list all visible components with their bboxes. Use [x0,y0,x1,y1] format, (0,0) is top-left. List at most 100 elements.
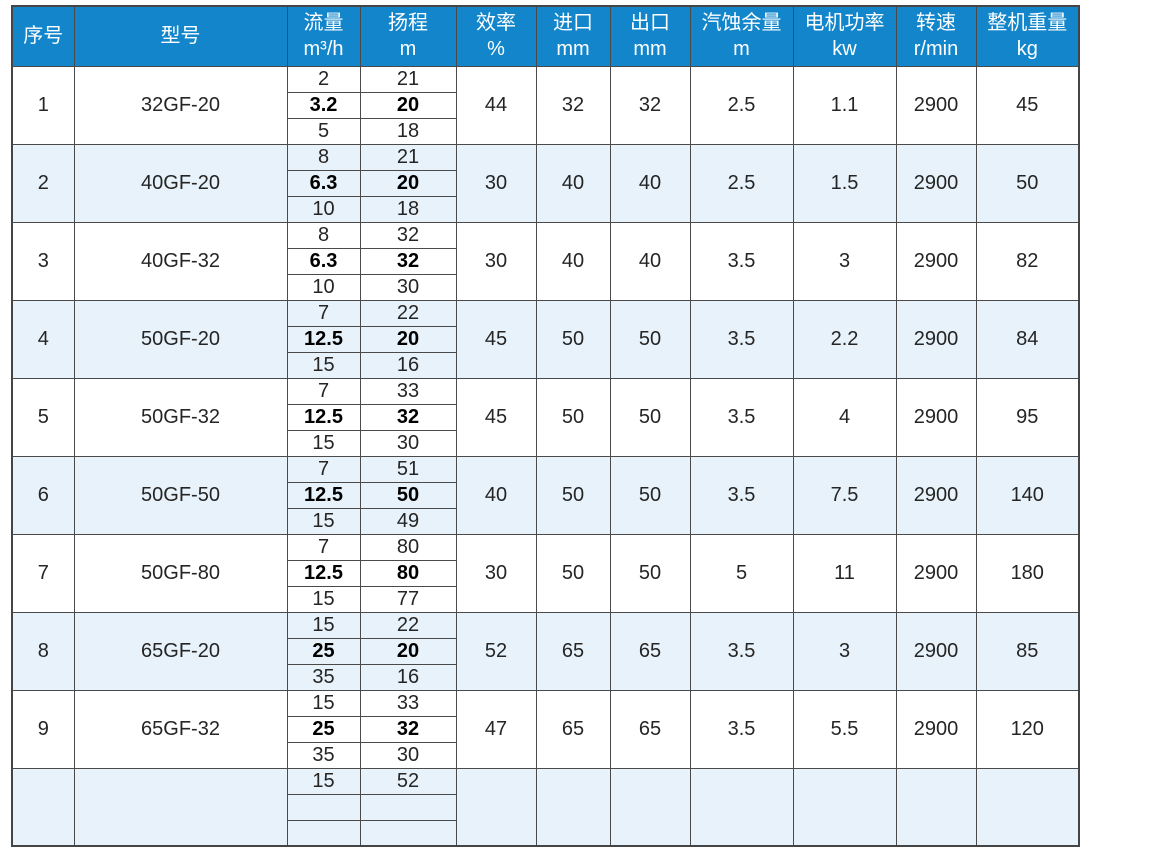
cell-head-3: 18 [359,117,457,145]
header-cell-6: 出口 mm [609,5,691,67]
cell-npsh: 5 [689,533,794,613]
cell-eff: 30 [455,533,537,613]
cell-head-2: 20 [359,325,457,353]
cell-model: 65GF-32 [73,689,288,769]
cell-outlet: 32 [609,65,691,145]
cell-flow-1: 15 [286,689,361,717]
cell-model [73,767,288,847]
row-6-sub-2: 12.5 50 [12,481,1079,509]
cell-serial: 9 [11,689,75,769]
cell-flow-1: 15 [286,767,361,795]
cell-outlet: 65 [609,611,691,691]
cell-weight: 180 [975,533,1080,613]
cell-flow-1: 2 [286,65,361,93]
row-3-sub-3: 10 30 [12,273,1079,301]
cell-power: 3 [792,221,897,301]
cell-flow-3: 35 [286,663,361,691]
row-5-sub-2: 12.5 32 [12,403,1079,431]
cell-outlet [609,767,691,847]
cell-npsh: 3.5 [689,377,794,457]
cell-inlet [535,767,611,847]
cell-eff: 52 [455,611,537,691]
cell-serial: 3 [11,221,75,301]
header-cell-5: 进口 mm [535,5,611,67]
cell-head-3: 30 [359,273,457,301]
row-1-sub-2: 3.2 20 [12,91,1079,119]
header-unit: m [399,38,417,61]
cell-eff: 30 [455,143,537,223]
cell-flow-1: 8 [286,143,361,171]
row-8-sub-2: 25 20 [12,637,1079,665]
cell-weight: 120 [975,689,1080,769]
header-label: 序号 [23,25,64,48]
cell-inlet: 40 [535,143,611,223]
cell-inlet: 50 [535,455,611,535]
header-cell-2: 流量 m³/h [286,5,361,67]
row-2-sub-1: 2 40GF-20 8 21 30 40 40 2.5 1.5 2900 50 [11,143,1080,223]
header-unit: m [733,38,750,61]
cell-flow-3: 10 [286,195,361,223]
header-cell-4: 效率% [455,5,537,67]
cell-eff: 30 [455,221,537,301]
row-3-sub-1: 3 40GF-32 8 32 30 40 40 3.5 3 2900 82 [11,221,1080,301]
cell-power: 2.2 [792,299,897,379]
row-6-sub-3: 15 49 [12,507,1079,535]
cell-flow-3: 15 [286,351,361,379]
header-unit: mm [556,38,590,61]
row-8-sub-1: 8 65GF-20 15 22 52 65 65 3.5 3 2900 85 [11,611,1080,691]
cell-head-2: 50 [359,481,457,509]
table-header: 序号 型号 流量 m³/h 扬程 m 效率% 进口 mm 出口 mm 汽蚀余量 m 电机功率 kw 转速 r/m… [11,5,1080,67]
cell-model: 40GF-32 [73,221,288,301]
cell-flow-1: 8 [286,221,361,249]
cell-flow-2 [286,793,361,821]
pump-spec-table: 序号 型号 流量 m³/h 扬程 m 效率% 进口 mm 出口 mm 汽蚀余量 m 电机功率 kw 转速 r/m… [11,5,1080,847]
cell-head-1: 33 [359,377,457,405]
cell-head-3: 49 [359,507,457,535]
cell-power: 5.5 [792,689,897,769]
cell-flow-3: 15 [286,429,361,457]
header-label: 汽蚀余量 [701,12,782,35]
cell-outlet: 50 [609,455,691,535]
cell-weight: 82 [975,221,1080,301]
header-cell-7: 汽蚀余量 m [689,5,794,67]
row-9-sub-3: 35 30 [12,741,1079,769]
header-label: 整机重量 [987,12,1068,35]
cell-speed [895,767,977,847]
cell-flow-2: 25 [286,715,361,743]
row-1-sub-1: 1 32GF-20 2 21 44 32 32 2.5 1.1 2900 45 [11,65,1080,145]
cell-flow-3: 15 [286,507,361,535]
cell-head-1: 22 [359,611,457,639]
cell-serial: 4 [11,299,75,379]
cell-head-2: 20 [359,637,457,665]
cell-serial: 5 [11,377,75,457]
cell-head-1: 32 [359,221,457,249]
cell-flow-1: 7 [286,299,361,327]
header-cell-8: 电机功率 kw [792,5,897,67]
cell-outlet: 65 [609,689,691,769]
cell-weight: 84 [975,299,1080,379]
cell-flow-1: 7 [286,377,361,405]
cell-npsh: 3.5 [689,455,794,535]
cell-speed: 2900 [895,299,977,379]
row-2-sub-3: 10 18 [12,195,1079,223]
cell-speed: 2900 [895,221,977,301]
cell-flow-2: 25 [286,637,361,665]
row-4-sub-3: 15 16 [12,351,1079,379]
cell-head-1: 52 [359,767,457,795]
cell-head-1: 80 [359,533,457,561]
header-cell-1: 型号 [73,5,288,67]
cell-npsh: 2.5 [689,143,794,223]
cell-outlet: 50 [609,299,691,379]
cell-speed: 2900 [895,689,977,769]
cell-npsh: 3.5 [689,221,794,301]
cell-weight: 140 [975,455,1080,535]
cell-head-2: 20 [359,169,457,197]
cell-power: 11 [792,533,897,613]
cell-npsh: 3.5 [689,299,794,379]
cell-head-2: 20 [359,91,457,119]
row-6-sub-1: 6 50GF-50 7 51 40 50 50 3.5 7.5 2900 140 [11,455,1080,535]
cell-outlet: 50 [609,377,691,457]
cell-head-1: 51 [359,455,457,483]
cell-eff: 40 [455,455,537,535]
cell-model: 50GF-80 [73,533,288,613]
